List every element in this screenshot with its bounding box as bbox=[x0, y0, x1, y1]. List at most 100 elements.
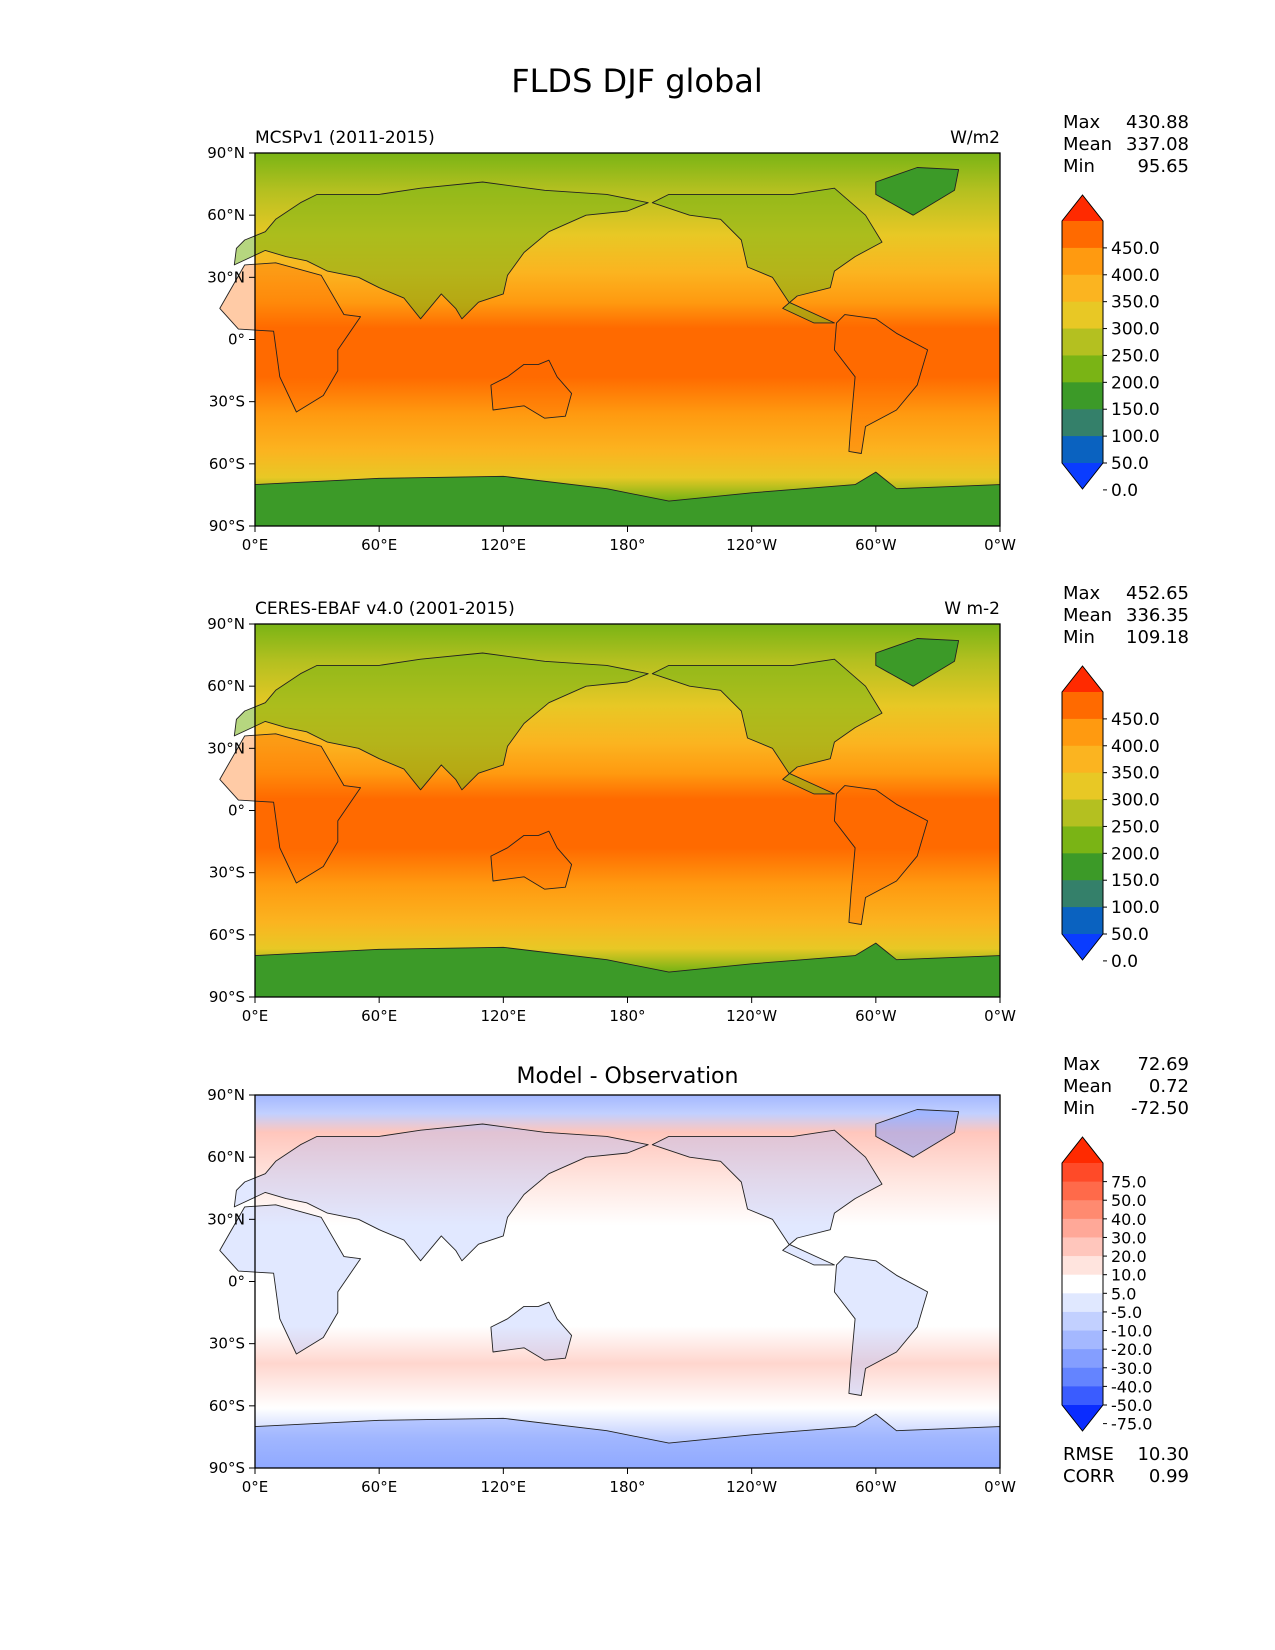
panel-units: W m-2 bbox=[944, 599, 1000, 619]
stat-label-max: Max bbox=[1063, 583, 1101, 604]
lon-tick-label: 120°E bbox=[481, 1007, 527, 1025]
map-field bbox=[255, 1095, 1000, 1468]
land-greenland bbox=[875, 1109, 960, 1158]
stat-value-min: 109.18 bbox=[1126, 627, 1189, 648]
stat-label-min: Min bbox=[1063, 156, 1095, 177]
colorbar-label: 0.0 bbox=[1111, 481, 1138, 501]
stat-value-min: 95.65 bbox=[1137, 156, 1189, 177]
lon-tick-label: 120°W bbox=[726, 536, 777, 554]
lat-tick-label: 90°S bbox=[209, 1459, 245, 1477]
colorbar-label: -5.0 bbox=[1111, 1303, 1142, 1322]
lon-tick-label: 180° bbox=[609, 1478, 645, 1496]
colorbar-bin bbox=[1062, 1293, 1103, 1313]
land-north-america bbox=[651, 658, 883, 795]
colorbar-bin bbox=[1062, 274, 1103, 303]
colorbar-extend-min bbox=[1062, 463, 1103, 489]
colorbar-label: 100.0 bbox=[1111, 898, 1160, 918]
colorbar-bin bbox=[1062, 436, 1103, 464]
lat-tick-label: 30°S bbox=[209, 864, 245, 882]
panel-diff: 90°N 60°N 30°N 0° 30°S 60°S 90°S0°E 60°E 120°E 18… bbox=[207, 1054, 1189, 1496]
colorbar-label: 350.0 bbox=[1111, 293, 1160, 313]
lon-tick-label: 60°E bbox=[361, 1007, 397, 1025]
lon-tick-label: 120°W bbox=[726, 1007, 777, 1025]
colorbar-bin bbox=[1062, 1181, 1103, 1201]
colorbar-label: 0.0 bbox=[1111, 952, 1138, 972]
panel-title-center: Model - Observation bbox=[517, 1064, 739, 1089]
colorbar-label: 100.0 bbox=[1111, 427, 1160, 447]
stat-value-max: 72.69 bbox=[1137, 1054, 1189, 1075]
stat-value-mean: 336.35 bbox=[1126, 605, 1189, 626]
colorbar-extend-max bbox=[1062, 666, 1103, 692]
lat-tick-label: 90°S bbox=[209, 517, 245, 535]
colorbar-label: 150.0 bbox=[1111, 400, 1160, 420]
lon-tick-label: 180° bbox=[609, 536, 645, 554]
land-australia bbox=[490, 359, 573, 419]
lat-tick-label: 0° bbox=[228, 1273, 245, 1291]
colorbar-bin bbox=[1062, 382, 1103, 410]
colorbar-bin bbox=[1062, 355, 1103, 383]
lat-tick-label: 30°N bbox=[207, 739, 245, 757]
land-australia bbox=[490, 1301, 573, 1361]
colorbar-bin bbox=[1062, 1256, 1103, 1276]
lon-tick-label: 0°E bbox=[242, 1478, 269, 1496]
lat-tick-label: 30°S bbox=[209, 393, 245, 411]
lon-tick-label: 0°E bbox=[242, 536, 269, 554]
colorbar-label: 10.0 bbox=[1111, 1266, 1147, 1285]
land-south-america bbox=[833, 1256, 929, 1396]
land-north-america bbox=[651, 1129, 883, 1266]
land-south-america bbox=[833, 314, 929, 454]
lon-tick-label: 120°E bbox=[481, 536, 527, 554]
lat-tick-label: 90°N bbox=[207, 144, 245, 162]
colorbar-label: 300.0 bbox=[1111, 320, 1160, 340]
lat-tick-label: 0° bbox=[228, 802, 245, 820]
colorbar-bin bbox=[1062, 1330, 1103, 1350]
colorbar-extend-min bbox=[1062, 934, 1103, 960]
lat-tick-label: 30°N bbox=[207, 268, 245, 286]
stat-label-corr: CORR bbox=[1063, 1466, 1115, 1487]
stat-value-mean: 337.08 bbox=[1126, 134, 1189, 155]
stat-label-min: Min bbox=[1063, 627, 1095, 648]
colorbar-bin bbox=[1062, 247, 1103, 276]
colorbar-bin bbox=[1062, 853, 1103, 881]
land-south-america bbox=[833, 785, 929, 925]
lon-tick-label: 0°W bbox=[984, 1007, 1016, 1025]
colorbar-label: 400.0 bbox=[1111, 737, 1160, 757]
land-eurasia bbox=[233, 181, 649, 320]
colorbar-extend-max bbox=[1062, 195, 1103, 221]
lon-tick-label: 120°W bbox=[726, 1478, 777, 1496]
stat-value-max: 452.65 bbox=[1126, 583, 1189, 604]
stat-value-min: -72.50 bbox=[1131, 1098, 1189, 1119]
colorbar-bin bbox=[1062, 1237, 1103, 1257]
colorbar-label: -30.0 bbox=[1111, 1359, 1152, 1378]
lat-tick-label: 60°N bbox=[207, 677, 245, 695]
colorbar-bin bbox=[1062, 1386, 1103, 1406]
lat-tick-label: 0° bbox=[228, 331, 245, 349]
colorbar-bin bbox=[1062, 1311, 1103, 1332]
colorbar-extend-max bbox=[1062, 1137, 1103, 1163]
stat-label-mean: Mean bbox=[1063, 605, 1112, 626]
figure-title: FLDS DJF global bbox=[511, 62, 763, 100]
colorbar-bin bbox=[1062, 221, 1103, 249]
stat-label-max: Max bbox=[1063, 1054, 1101, 1075]
lon-tick-label: 60°E bbox=[361, 536, 397, 554]
colorbar-bin bbox=[1062, 1274, 1103, 1294]
panel-model: 90°N 60°N 30°N 0° 30°S 60°S 90°S0°E 60°E 120°E 18… bbox=[207, 112, 1189, 554]
stat-value-corr: 0.99 bbox=[1149, 1466, 1189, 1487]
panel-obs: 90°N 60°N 30°N 0° 30°S 60°S 90°S0°E 60°E 120°E 18… bbox=[207, 583, 1189, 1025]
colorbar-label: 30.0 bbox=[1111, 1228, 1147, 1247]
lat-tick-label: 30°N bbox=[207, 1210, 245, 1228]
colorbar-label: -50.0 bbox=[1111, 1396, 1152, 1415]
lat-tick-label: 90°N bbox=[207, 615, 245, 633]
colorbar-label: 450.0 bbox=[1111, 710, 1160, 730]
lat-tick-label: 60°S bbox=[209, 1397, 245, 1415]
lat-tick-label: 90°N bbox=[207, 1086, 245, 1104]
colorbar-bin bbox=[1062, 1200, 1103, 1220]
colorbar-label: -10.0 bbox=[1111, 1322, 1152, 1341]
colorbar-bin bbox=[1062, 718, 1103, 747]
land-greenland bbox=[875, 638, 960, 687]
colorbar-bin bbox=[1062, 328, 1103, 356]
colorbar-bin bbox=[1062, 826, 1103, 854]
lat-tick-label: 60°S bbox=[209, 926, 245, 944]
colorbar-bin bbox=[1062, 772, 1103, 801]
